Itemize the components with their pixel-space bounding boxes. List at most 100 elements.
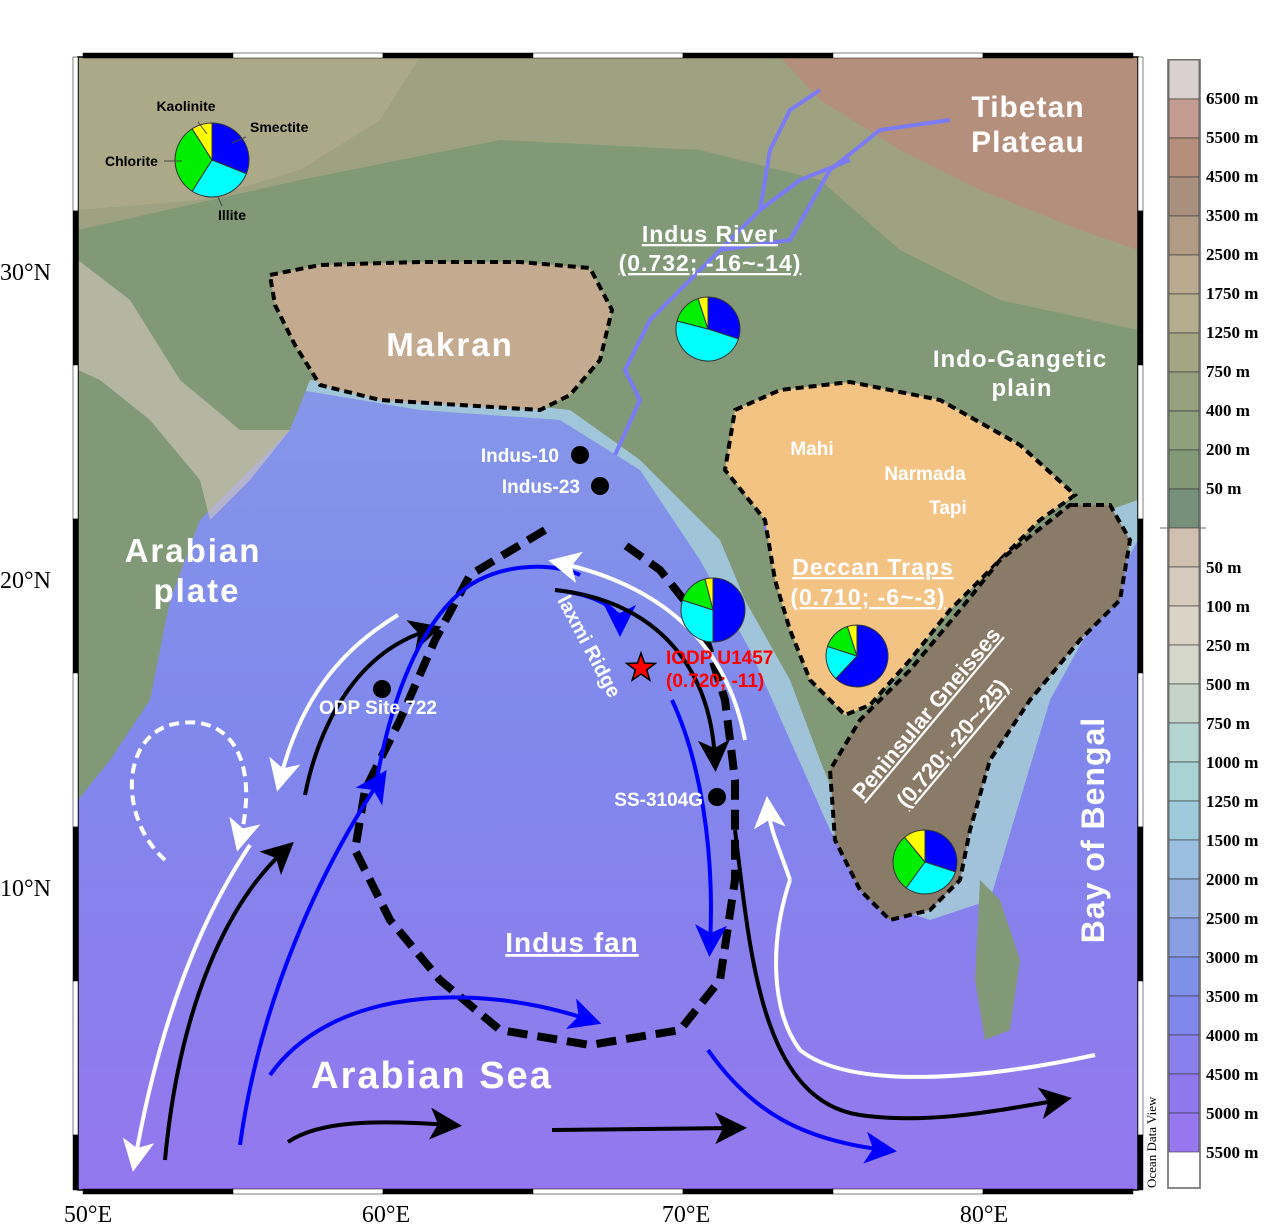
- x-tick-70: 70°E: [662, 1202, 710, 1225]
- x-tick-60: 60°E: [362, 1202, 410, 1225]
- label-indus-fan: Indus fan: [505, 927, 638, 958]
- legend-kaolinite: Kaolinite: [156, 98, 215, 114]
- pie-slice-smectite: [712, 577, 746, 643]
- colorbar-swatch: [1168, 137, 1200, 178]
- colorbar-swatch: [1168, 176, 1200, 217]
- colorbar-label: 3500 m: [1206, 206, 1258, 225]
- indus-fan-boundary: [350, 526, 739, 1050]
- colorbar-swatch: [1168, 761, 1200, 802]
- pie-slice-kaolinite: [191, 122, 213, 162]
- pie-slice-smectite: [211, 122, 250, 175]
- colorbar-swatch: [1168, 1034, 1200, 1075]
- colorbar-label: 3000 m: [1206, 948, 1258, 967]
- colorbar-label: 500 m: [1206, 675, 1250, 694]
- label-ss-3104g: SS-3104G: [614, 790, 703, 811]
- colorbar-swatch: [1168, 410, 1200, 451]
- colorbar-swatch: [1168, 215, 1200, 256]
- deccan-region: [722, 379, 1079, 718]
- pie-slice-illite: [675, 320, 740, 362]
- pie-slice-kaolinite: [846, 624, 858, 657]
- pie-slice-illite: [680, 599, 714, 643]
- label-indus-10: Indus-10: [481, 446, 559, 467]
- colorbar-swatch: [1168, 293, 1200, 334]
- label-indus-23: Indus-23: [502, 477, 580, 498]
- colorbar-swatch: [1168, 98, 1200, 139]
- depth-colorbar: 6500 m 5500 m 4500 m 3500 m 2500 m 1750 m 1250…: [1160, 59, 1258, 1189]
- makran-region: [267, 260, 615, 413]
- peninsular-region: [827, 503, 1133, 923]
- colorbar-swatch: [1168, 878, 1200, 919]
- label-mahi: Mahi: [790, 439, 833, 460]
- label-tibet: Tibetan: [971, 91, 1084, 124]
- legend-chlorite: Chlorite: [105, 153, 158, 169]
- pie-slice-illite: [191, 159, 248, 198]
- label-deccan-values: (0.710; -6~-3): [790, 584, 945, 610]
- pie-slice-smectite: [835, 624, 889, 688]
- colorbar-swatch: [1168, 800, 1200, 841]
- colorbar-label: 50 m: [1206, 558, 1241, 577]
- site-odp-722: [373, 680, 391, 698]
- pie-chart: [825, 624, 889, 688]
- colorbar-label: 2500 m: [1206, 245, 1258, 264]
- label-deccan: Deccan Traps: [792, 554, 954, 580]
- colorbar-swatch: [1168, 488, 1200, 529]
- x-tick-80: 80°E: [960, 1202, 1008, 1225]
- label-indo-gangetic-2: plain: [991, 375, 1052, 402]
- star-icon: [624, 650, 658, 682]
- map-body: Tibetan Plateau Makran Indo-Gangetic pla…: [78, 57, 1138, 1190]
- colorbar-label: 4500 m: [1206, 1065, 1258, 1084]
- colorbar-label: 1750 m: [1206, 284, 1258, 303]
- colorbar-label: 250 m: [1206, 636, 1250, 655]
- colorbar-label: 2000 m: [1206, 870, 1258, 889]
- colorbar-label: 1000 m: [1206, 753, 1258, 772]
- site-indus-10: [571, 446, 589, 464]
- odv-credit: Ocean Data View: [1144, 1096, 1159, 1188]
- label-indo-gangetic: Indo-Gangetic: [933, 346, 1107, 373]
- colorbar-label: 1250 m: [1206, 792, 1258, 811]
- colorbar-swatch: [1168, 605, 1200, 646]
- colorbar-label: 750 m: [1206, 362, 1250, 381]
- label-indus-river: Indus River: [642, 221, 778, 247]
- label-arabian-plate-2: plate: [153, 572, 240, 609]
- y-tick-10: 10°N: [0, 876, 51, 902]
- colorbar-swatch: [1168, 1073, 1200, 1114]
- pie-chart: [892, 829, 958, 895]
- label-indus-river-values: (0.732; -16~-14): [619, 250, 802, 276]
- colorbar-swatch: [1168, 371, 1200, 412]
- colorbar-label: 2500 m: [1206, 909, 1258, 928]
- x-tick-50: 50°E: [64, 1202, 112, 1225]
- colorbar-label: 1250 m: [1206, 323, 1258, 342]
- colorbar-swatch: [1168, 332, 1200, 373]
- colorbar-swatch: [1168, 722, 1200, 763]
- pie-chart: [680, 577, 746, 643]
- pie-charts: [174, 122, 958, 895]
- colorbar-label: 100 m: [1206, 597, 1250, 616]
- pie-slice-kaolinite: [903, 829, 926, 864]
- label-bay-of-bengal: Bay of Bengal: [1075, 717, 1111, 943]
- site-indus-23: [591, 477, 609, 495]
- label-narmada: Narmada: [884, 464, 966, 485]
- legend-illite: Illite: [218, 207, 246, 223]
- pie-slice-chlorite: [174, 128, 213, 192]
- colorbar-swatch: [1168, 956, 1200, 997]
- colorbar-label: 5500 m: [1206, 128, 1258, 147]
- colorbar-swatch: [1168, 566, 1200, 607]
- y-tick-30: 30°N: [0, 260, 51, 286]
- pie-chart: [174, 122, 250, 198]
- tibet-highland: [780, 57, 1138, 250]
- colorbar-swatch: [1168, 254, 1200, 295]
- label-arabian-sea: Arabian Sea: [311, 1055, 553, 1097]
- colorbar-label: 50 m: [1206, 479, 1241, 498]
- site-ss-3104g: [708, 788, 726, 806]
- pie-slice-illite: [905, 861, 957, 895]
- colorbar-label: 400 m: [1206, 401, 1250, 420]
- colorbar-label: 5000 m: [1206, 1104, 1258, 1123]
- colorbar-swatch: [1168, 683, 1200, 724]
- colorbar-label: 1500 m: [1206, 831, 1258, 850]
- colorbar-swatch: [1168, 449, 1200, 490]
- label-u1457: IODP U1457: [666, 648, 773, 669]
- colorbar-label: 750 m: [1206, 714, 1250, 733]
- colorbar-label: 200 m: [1206, 440, 1250, 459]
- sri-lanka: [975, 880, 1020, 1040]
